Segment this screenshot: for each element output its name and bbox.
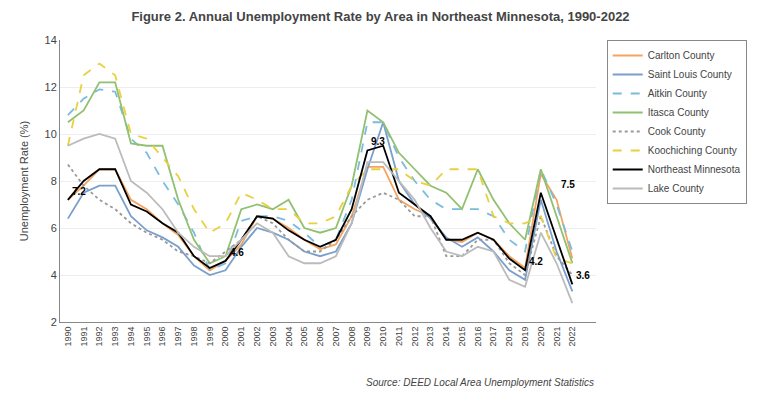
svg-text:12: 12 (45, 81, 57, 93)
svg-text:7.5: 7.5 (561, 179, 575, 190)
svg-text:8: 8 (51, 175, 57, 187)
svg-text:Unemployment Rate (%): Unemployment Rate (%) (18, 121, 30, 241)
svg-text:1991: 1991 (79, 327, 89, 347)
svg-text:2017: 2017 (488, 327, 498, 347)
svg-text:1992: 1992 (94, 327, 104, 347)
svg-text:2019: 2019 (520, 327, 530, 347)
svg-text:2002: 2002 (252, 327, 262, 347)
svg-text:Itasca County: Itasca County (648, 107, 709, 118)
svg-text:Lake County: Lake County (648, 183, 704, 194)
svg-text:2004: 2004 (284, 327, 294, 347)
svg-text:Saint Louis County: Saint Louis County (648, 69, 732, 80)
svg-text:2020: 2020 (536, 327, 546, 347)
svg-text:1997: 1997 (173, 327, 183, 347)
svg-text:3.6: 3.6 (576, 270, 590, 281)
svg-text:2015: 2015 (457, 327, 467, 347)
svg-text:9.3: 9.3 (371, 136, 385, 147)
svg-text:Aitkin County: Aitkin County (648, 88, 707, 99)
svg-text:1998: 1998 (189, 327, 199, 347)
svg-text:10: 10 (45, 128, 57, 140)
svg-text:6: 6 (51, 222, 57, 234)
svg-text:2012: 2012 (410, 327, 420, 347)
svg-text:1994: 1994 (126, 327, 136, 347)
svg-text:4.2: 4.2 (529, 256, 543, 267)
svg-text:2009: 2009 (362, 327, 372, 347)
svg-text:2: 2 (51, 316, 57, 328)
svg-text:2016: 2016 (473, 327, 483, 347)
svg-text:Cook County: Cook County (648, 126, 706, 137)
svg-text:4: 4 (51, 269, 57, 281)
svg-text:2006: 2006 (315, 327, 325, 347)
svg-text:2013: 2013 (425, 327, 435, 347)
svg-text:2022: 2022 (567, 327, 577, 347)
svg-text:Figure 2. Annual Unemployment: Figure 2. Annual Unemployment Rate by Ar… (131, 9, 629, 24)
svg-text:2021: 2021 (552, 327, 562, 347)
svg-text:2007: 2007 (331, 327, 341, 347)
svg-text:2014: 2014 (441, 327, 451, 347)
svg-text:Koochiching County: Koochiching County (648, 145, 737, 156)
svg-text:Northeast Minnesota: Northeast Minnesota (648, 164, 741, 175)
svg-text:1993: 1993 (110, 327, 120, 347)
svg-text:Source: DEED Local Area Unempl: Source: DEED Local Area Unemployment Sta… (366, 377, 594, 388)
svg-text:2000: 2000 (220, 327, 230, 347)
svg-text:2018: 2018 (504, 327, 514, 347)
svg-text:2008: 2008 (347, 327, 357, 347)
svg-text:2003: 2003 (268, 327, 278, 347)
svg-text:4.6: 4.6 (230, 247, 244, 258)
svg-text:2001: 2001 (236, 327, 246, 347)
svg-text:1995: 1995 (142, 327, 152, 347)
svg-text:Carlton County: Carlton County (648, 50, 715, 61)
svg-text:7.2: 7.2 (72, 186, 86, 197)
svg-text:2005: 2005 (299, 327, 309, 347)
svg-text:14: 14 (45, 34, 57, 46)
svg-text:1999: 1999 (205, 327, 215, 347)
svg-text:1990: 1990 (63, 327, 73, 347)
svg-text:2011: 2011 (394, 327, 404, 346)
svg-text:1996: 1996 (157, 327, 167, 347)
svg-text:2010: 2010 (378, 327, 388, 347)
